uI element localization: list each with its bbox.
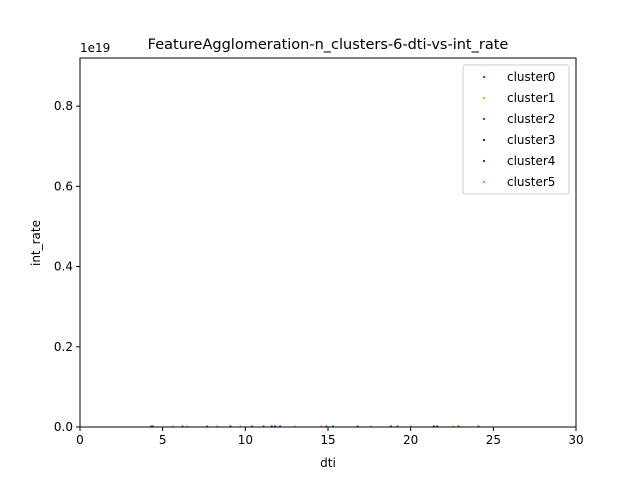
x-tick-label: 0 xyxy=(76,433,84,447)
y-offset-text: 1e19 xyxy=(80,41,110,55)
x-axis-label: dti xyxy=(320,456,336,470)
legend-label: cluster0 xyxy=(507,70,555,84)
legend-marker-cluster0 xyxy=(482,75,486,79)
legend-box xyxy=(462,64,570,195)
x-tick-label: 15 xyxy=(320,433,335,447)
axis-ticks: 0 5 10 15 20 25 30 0.0 0.2 0.4 0.6 0.8 xyxy=(54,99,584,447)
legend-label: cluster4 xyxy=(507,154,555,168)
x-tick-label: 20 xyxy=(403,433,418,447)
legend-marker-cluster1 xyxy=(482,96,486,100)
legend-label: cluster2 xyxy=(507,112,555,126)
legend-label: cluster1 xyxy=(507,91,555,105)
y-tick-label: 0.8 xyxy=(54,99,73,113)
legend-label: cluster5 xyxy=(507,175,555,189)
legend-marker-cluster4 xyxy=(482,159,486,163)
x-tick-label: 5 xyxy=(159,433,167,447)
y-tick-label: 0.2 xyxy=(54,340,73,354)
y-axis-label: int_rate xyxy=(29,220,43,266)
y-tick-label: 0.6 xyxy=(54,179,73,193)
legend-label: cluster3 xyxy=(507,133,555,147)
legend-marker-cluster2 xyxy=(482,117,486,121)
plot-frame xyxy=(79,57,577,428)
y-tick-label: 0.4 xyxy=(54,260,73,274)
y-tick-label: 0.0 xyxy=(54,420,73,434)
legend-marker-cluster5 xyxy=(482,180,486,184)
x-tick-label: 30 xyxy=(568,433,583,447)
x-tick-label: 10 xyxy=(238,433,253,447)
x-tick-label: 25 xyxy=(486,433,501,447)
legend-marker-cluster3 xyxy=(482,138,486,142)
legend: cluster0 cluster1 cluster2 cluster3 cluster4… xyxy=(462,64,570,195)
chart-title: FeatureAgglomeration-n_clusters-6-dti-vs… xyxy=(148,37,509,53)
